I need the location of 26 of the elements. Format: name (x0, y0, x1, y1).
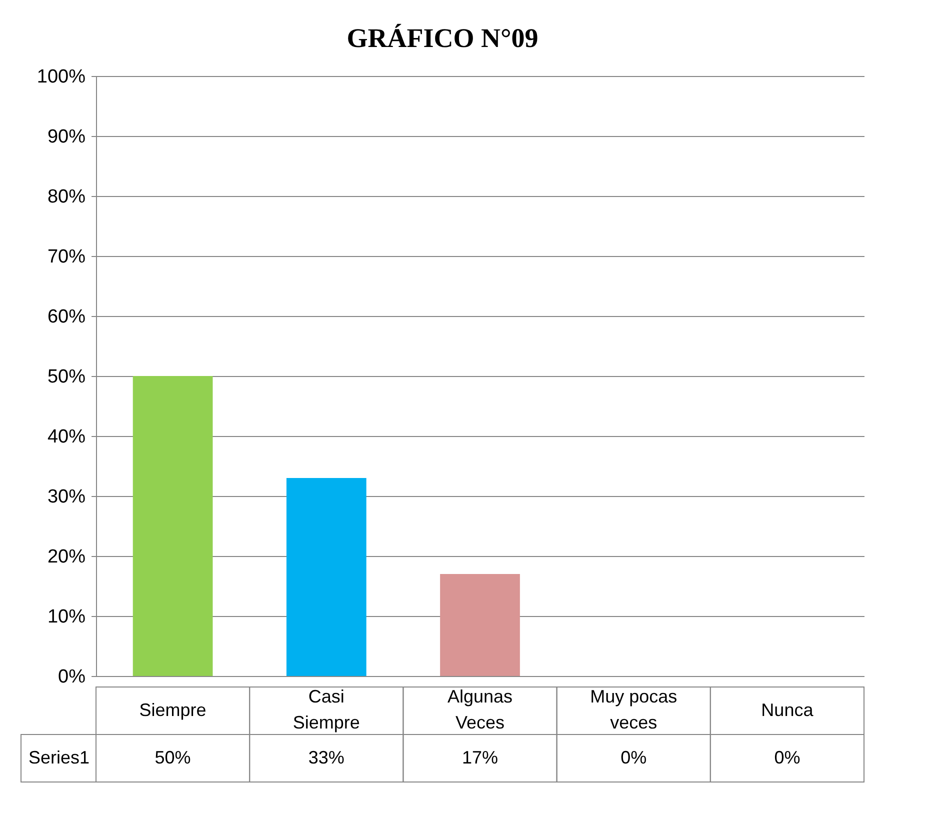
data-label: 17% (462, 747, 498, 768)
bar (440, 574, 520, 676)
y-tick-label: 80% (47, 186, 86, 208)
data-label: 0% (774, 747, 800, 768)
y-tick-label: 70% (47, 246, 86, 268)
data-label: 0% (620, 747, 647, 768)
bar (132, 376, 213, 676)
x-tick-label: Algunas Veces (447, 686, 513, 732)
y-tick-label: 100% (36, 66, 86, 88)
bar (286, 478, 366, 676)
y-tick-label: 20% (47, 546, 86, 568)
data-label: 33% (308, 747, 344, 768)
data-label: 50% (154, 747, 191, 768)
y-tick-label: 90% (47, 126, 86, 148)
chart-title: GRÁFICO N°09 (346, 23, 538, 53)
x-tick-label: Nunca (761, 700, 814, 720)
y-tick-label: 10% (47, 606, 86, 628)
x-tick-label: Muy pocas veces (590, 686, 678, 732)
text: Series1 (28, 747, 90, 768)
y-tick-label: 50% (47, 366, 86, 388)
y-tick-label: 0% (58, 666, 86, 688)
y-tick-label: 60% (47, 306, 86, 328)
x-tick-label: Siempre (139, 700, 206, 720)
y-tick-label: 40% (47, 426, 86, 448)
x-tick-label: Casi Siempre (292, 686, 360, 732)
y-tick-label: 30% (47, 486, 86, 508)
